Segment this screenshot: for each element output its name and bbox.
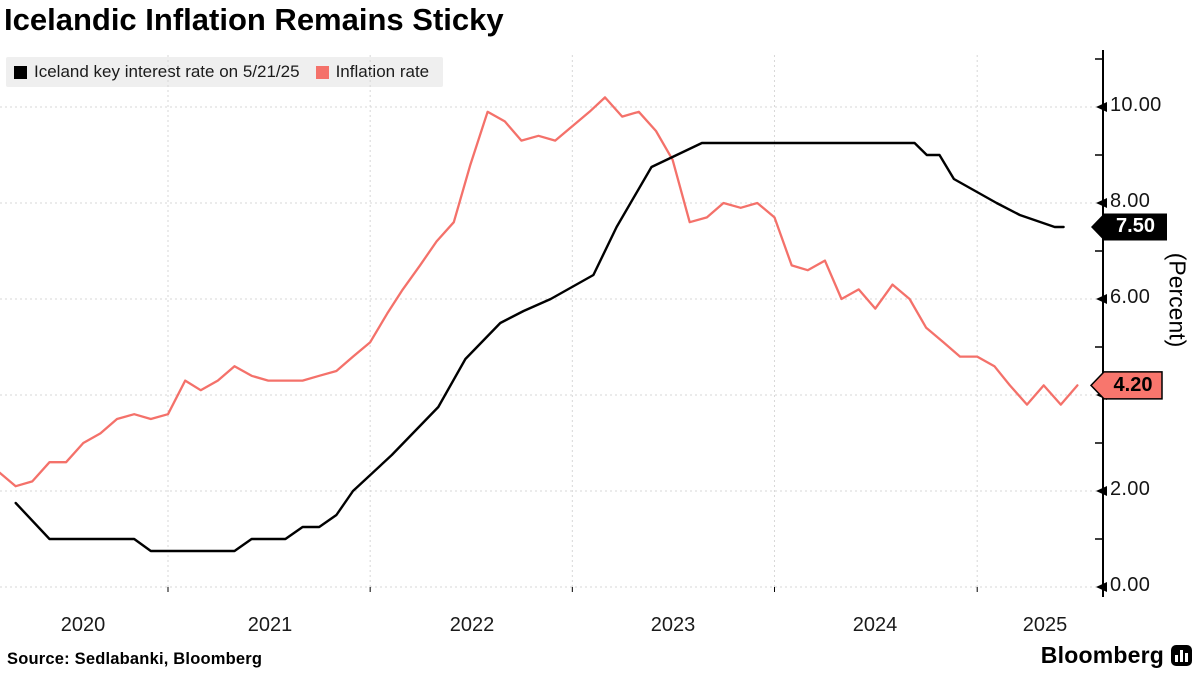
y-tick-label: 2.00	[1110, 478, 1151, 500]
interest-rate-line	[14, 141, 1065, 553]
legend-swatch-interest-rate	[14, 65, 27, 79]
x-tick-label: 2022	[449, 614, 495, 636]
legend-label-inflation: Inflation rate	[335, 62, 430, 81]
y-tick-label: 8.00	[1110, 190, 1151, 212]
y-axis-arrow-tick	[1096, 102, 1107, 112]
y-axis-arrow-tick	[1096, 486, 1107, 496]
x-tick-label: 2023	[650, 614, 696, 636]
legend-swatch-inflation	[315, 65, 329, 79]
bloomberg-icon	[1171, 645, 1192, 666]
inflation-badge	[1089, 371, 1163, 400]
interest-rate-badge	[1091, 213, 1167, 241]
y-axis-arrow-tick	[1096, 582, 1107, 592]
interest-rate-badge-value: 7.50	[1116, 215, 1155, 237]
x-tick-label: 2024	[852, 614, 898, 636]
source-note: Source: Sedlabanki, Bloomberg	[7, 650, 263, 668]
bloomberg-wordmark: Bloomberg	[1040, 642, 1164, 668]
y-tick-label: 10.00	[1110, 94, 1162, 116]
y-tick-label: 6.00	[1110, 286, 1151, 308]
x-tick-label: 2020	[60, 614, 106, 636]
y-axis-arrow-tick	[1096, 294, 1107, 304]
y-tick-label: 0.00	[1110, 574, 1151, 596]
legend-label-interest-rate: Iceland key interest rate on 5/21/25	[34, 62, 300, 81]
y-axis-arrow-tick	[1096, 198, 1107, 208]
bloomberg-logo: Bloomberg	[1041, 642, 1192, 669]
x-tick-label: 2025	[1022, 614, 1068, 636]
x-tick-label: 2021	[247, 614, 293, 636]
inflation-line	[0, 96, 1079, 488]
y-axis-title: (Percent)	[1164, 252, 1191, 348]
inflation-badge-value: 4.20	[1113, 374, 1153, 396]
chart-title: Icelandic Inflation Remains Sticky	[4, 2, 504, 37]
